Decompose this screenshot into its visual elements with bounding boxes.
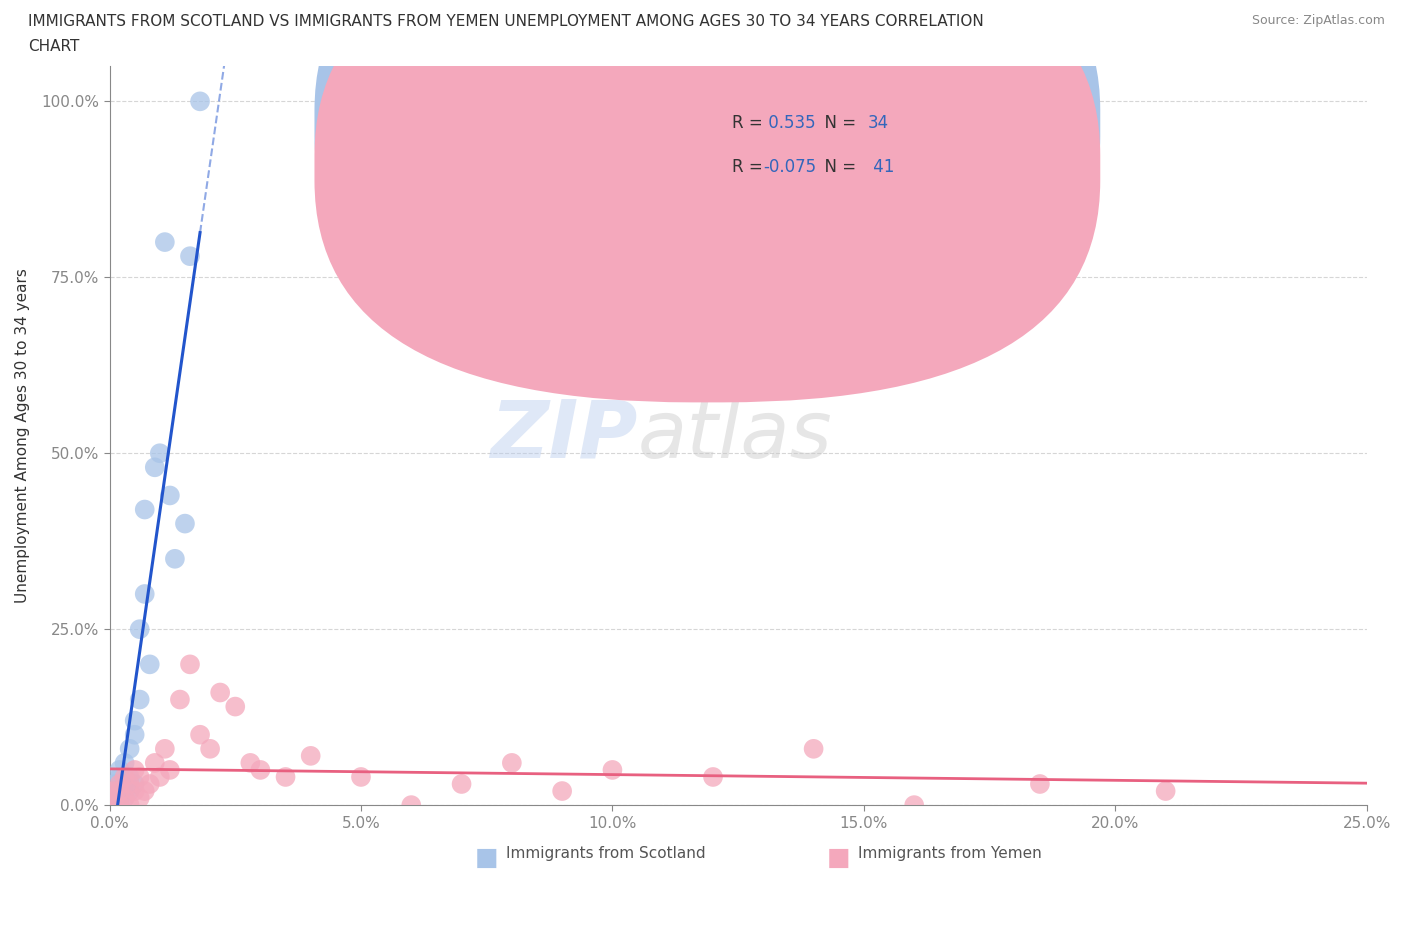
Point xyxy=(118,784,141,799)
Point xyxy=(134,502,156,517)
Point xyxy=(903,798,925,813)
Point xyxy=(114,769,136,784)
Point xyxy=(114,784,136,799)
Point xyxy=(149,769,172,784)
FancyBboxPatch shape xyxy=(315,0,1101,358)
Text: Immigrants from Yemen: Immigrants from Yemen xyxy=(858,845,1042,861)
Text: N =: N = xyxy=(814,158,860,177)
Point xyxy=(128,790,150,805)
Point xyxy=(143,755,166,770)
Point xyxy=(103,790,125,805)
FancyBboxPatch shape xyxy=(669,100,970,210)
Point xyxy=(602,763,624,777)
Point xyxy=(179,248,201,263)
Point xyxy=(224,699,246,714)
Point xyxy=(108,784,131,799)
Point xyxy=(108,790,131,805)
Point xyxy=(198,741,221,756)
Text: 34: 34 xyxy=(868,114,889,132)
Point xyxy=(103,784,125,799)
FancyBboxPatch shape xyxy=(315,0,1101,403)
Point xyxy=(139,777,162,791)
Point xyxy=(103,790,125,805)
Point xyxy=(153,741,176,756)
Text: -0.075: -0.075 xyxy=(763,158,817,177)
Point xyxy=(114,790,136,805)
Point xyxy=(108,798,131,813)
Point xyxy=(134,587,156,602)
Text: Immigrants from Scotland: Immigrants from Scotland xyxy=(506,845,706,861)
Text: R =: R = xyxy=(733,114,768,132)
Point xyxy=(118,741,141,756)
Point xyxy=(159,488,181,503)
Point xyxy=(551,784,574,799)
Point xyxy=(114,755,136,770)
Point xyxy=(103,784,125,799)
Point xyxy=(179,657,201,671)
Point xyxy=(118,798,141,813)
Point xyxy=(124,763,146,777)
Point xyxy=(118,777,141,791)
Text: 41: 41 xyxy=(868,158,894,177)
Point xyxy=(143,459,166,474)
Text: IMMIGRANTS FROM SCOTLAND VS IMMIGRANTS FROM YEMEN UNEMPLOYMENT AMONG AGES 30 TO : IMMIGRANTS FROM SCOTLAND VS IMMIGRANTS F… xyxy=(28,14,984,29)
Point xyxy=(401,798,423,813)
Text: Source: ZipAtlas.com: Source: ZipAtlas.com xyxy=(1251,14,1385,27)
Point xyxy=(128,692,150,707)
Point xyxy=(149,445,172,460)
Point xyxy=(124,727,146,742)
Point xyxy=(114,777,136,791)
Point xyxy=(188,727,211,742)
Point xyxy=(239,755,262,770)
Point xyxy=(118,769,141,784)
Point xyxy=(108,784,131,799)
Point xyxy=(98,798,121,813)
Text: ■: ■ xyxy=(475,845,499,870)
Point xyxy=(450,777,472,791)
Point xyxy=(169,692,191,707)
Point xyxy=(702,769,724,784)
Point xyxy=(159,763,181,777)
Point xyxy=(134,784,156,799)
Point xyxy=(108,777,131,791)
Point xyxy=(124,777,146,791)
Point xyxy=(124,784,146,799)
Point xyxy=(174,516,197,531)
Text: 0.535: 0.535 xyxy=(763,114,815,132)
Point xyxy=(128,622,150,637)
Point xyxy=(249,763,271,777)
Point xyxy=(188,94,211,109)
Point xyxy=(124,713,146,728)
Point xyxy=(103,777,125,791)
Point xyxy=(114,790,136,805)
Y-axis label: Unemployment Among Ages 30 to 34 years: Unemployment Among Ages 30 to 34 years xyxy=(15,268,30,603)
Point xyxy=(163,551,186,566)
Point xyxy=(501,755,523,770)
Point xyxy=(128,769,150,784)
Point xyxy=(108,798,131,813)
Text: ■: ■ xyxy=(827,845,851,870)
Point xyxy=(803,741,825,756)
Text: CHART: CHART xyxy=(28,39,80,54)
Point xyxy=(98,798,121,813)
Point xyxy=(153,234,176,249)
Point xyxy=(209,685,232,700)
Point xyxy=(139,657,162,671)
Point xyxy=(1154,784,1177,799)
Text: atlas: atlas xyxy=(637,396,832,474)
Point xyxy=(108,763,131,777)
Text: ZIP: ZIP xyxy=(491,396,637,474)
Point xyxy=(98,790,121,805)
Text: N =: N = xyxy=(814,114,860,132)
Point xyxy=(103,798,125,813)
Point xyxy=(108,769,131,784)
Text: R =: R = xyxy=(733,158,768,177)
Point xyxy=(350,769,373,784)
Point xyxy=(274,769,297,784)
Point xyxy=(1029,777,1052,791)
Point xyxy=(299,749,322,764)
